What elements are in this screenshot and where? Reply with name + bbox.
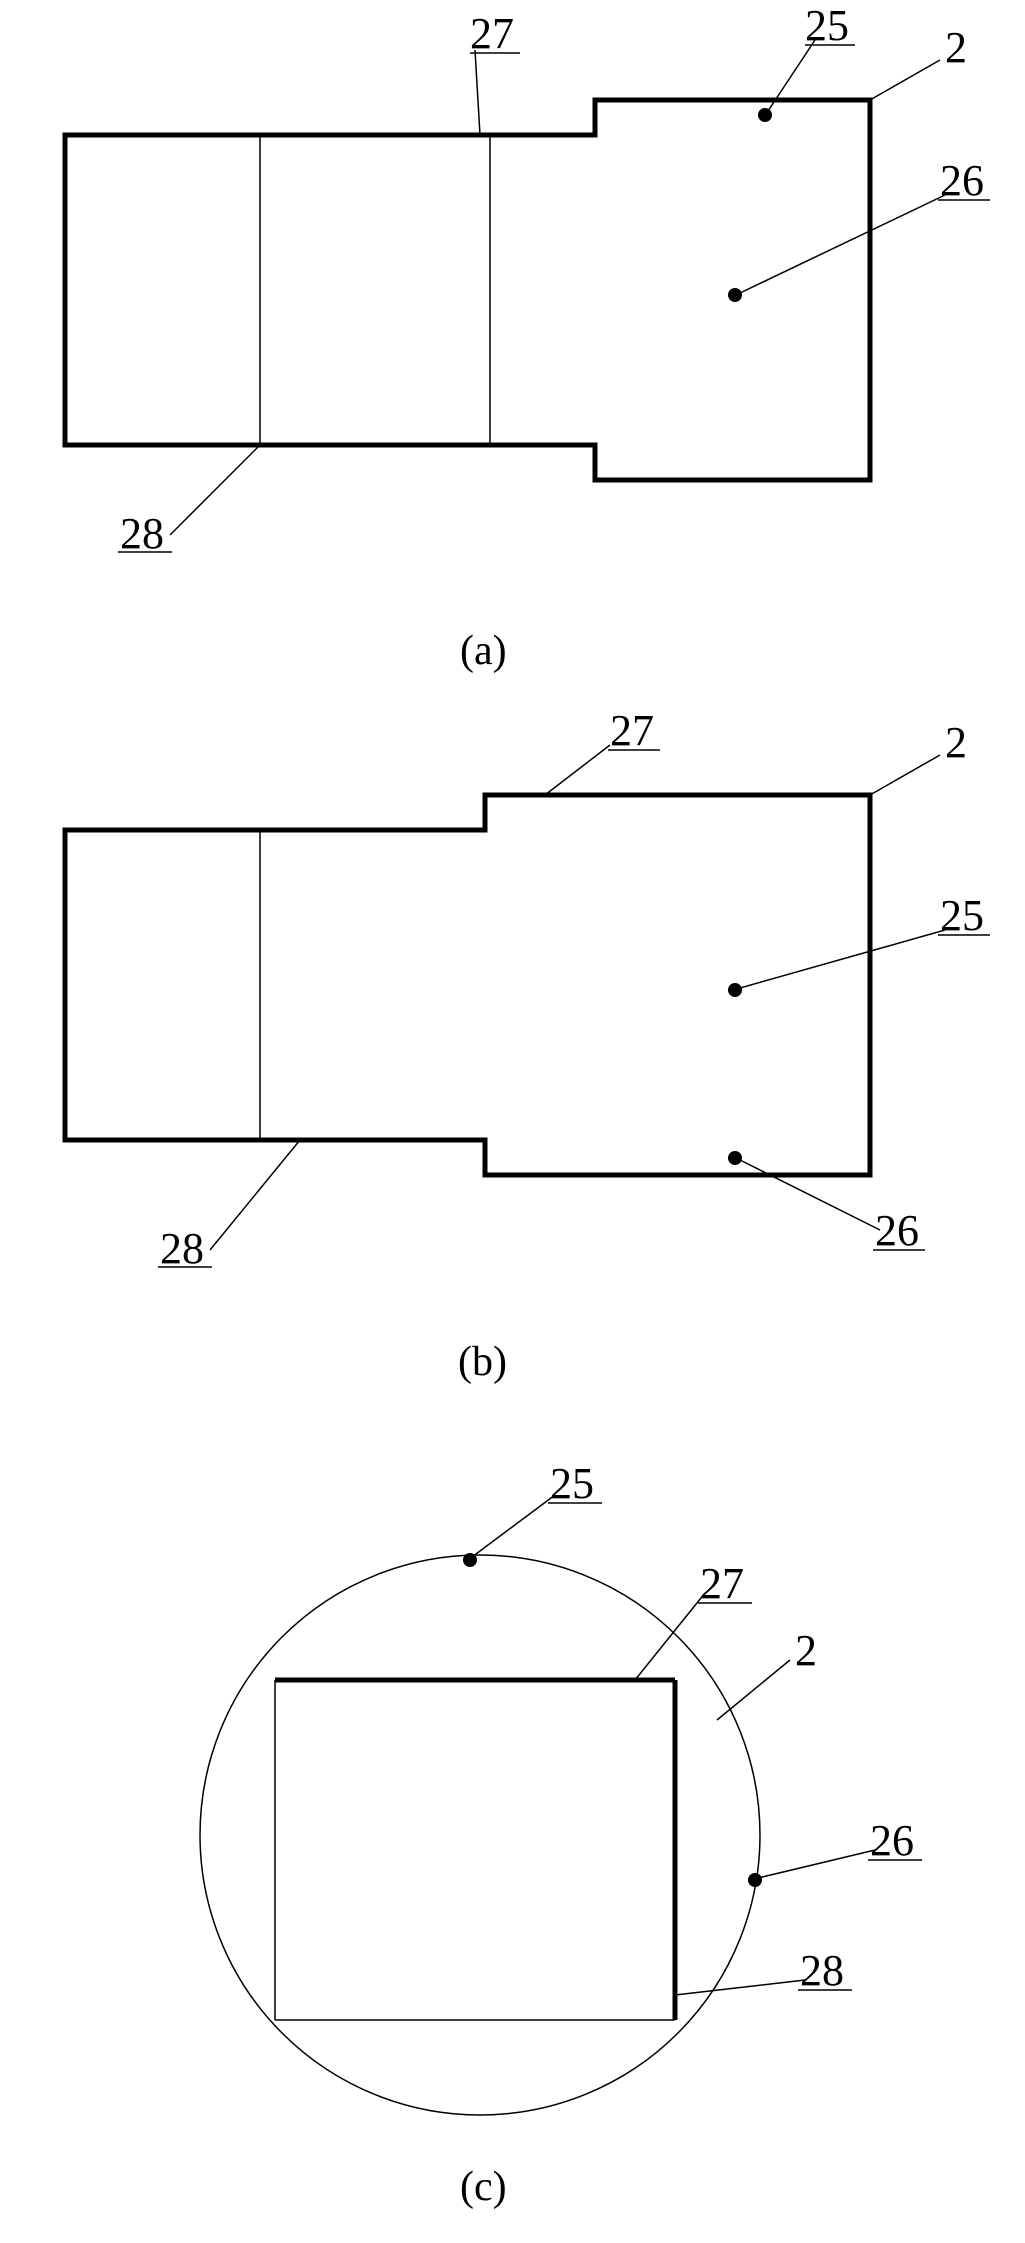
leader-28: [675, 1980, 805, 1995]
panel-caption: (a): [460, 628, 507, 674]
ref-point-26: [728, 1151, 742, 1165]
leader-27: [475, 50, 480, 135]
leader-27: [545, 745, 610, 795]
leader-2: [717, 1660, 790, 1720]
callout-26: 26: [875, 1206, 919, 1255]
callout-2: 2: [795, 1626, 817, 1675]
callout-2: 2: [945, 718, 967, 767]
callout-27: 27: [470, 9, 514, 58]
ref-point-26: [748, 1873, 762, 1887]
callout-25: 25: [805, 1, 849, 50]
ref-point-25: [728, 983, 742, 997]
callout-26: 26: [940, 156, 984, 205]
panel-caption: (b): [458, 1339, 507, 1385]
callout-28: 28: [120, 509, 164, 558]
leader-26: [740, 1160, 880, 1230]
leader-25: [740, 930, 945, 988]
callout-27: 27: [610, 706, 654, 755]
callout-25: 25: [550, 1459, 594, 1508]
leader-28: [210, 1140, 300, 1250]
callout-2: 2: [945, 23, 967, 72]
callout-28: 28: [800, 1946, 844, 1995]
ref-point-25: [758, 108, 772, 122]
leader-25: [472, 1495, 555, 1557]
leader-28: [170, 445, 260, 535]
leader-27: [635, 1593, 705, 1680]
callout-28: 28: [160, 1224, 204, 1273]
leader-2: [870, 755, 940, 795]
callout-27: 27: [700, 1559, 744, 1608]
leader-26: [758, 1850, 875, 1878]
callout-25: 25: [940, 891, 984, 940]
callout-26: 26: [870, 1816, 914, 1865]
ref-point-26: [728, 288, 742, 302]
leader-26: [740, 195, 945, 293]
leader-2: [870, 60, 940, 100]
panel-caption: (c): [460, 2164, 507, 2210]
panel-outline: [65, 100, 870, 480]
